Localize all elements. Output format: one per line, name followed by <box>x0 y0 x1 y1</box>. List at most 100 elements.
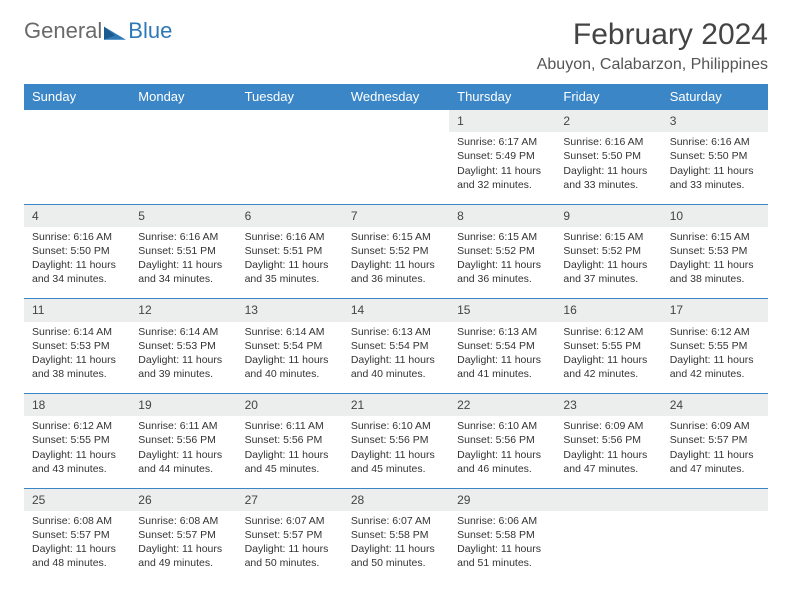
sunrise: Sunrise: 6:13 AM <box>351 325 441 339</box>
sunset: Sunset: 5:53 PM <box>32 339 122 353</box>
sunset: Sunset: 5:56 PM <box>138 433 228 447</box>
day-detail: Sunrise: 6:07 AMSunset: 5:57 PMDaylight:… <box>237 511 343 583</box>
day-detail: Sunrise: 6:12 AMSunset: 5:55 PMDaylight:… <box>24 416 130 488</box>
day-number <box>555 488 661 511</box>
sunrise: Sunrise: 6:09 AM <box>563 419 653 433</box>
day-header: Wednesday <box>343 84 449 110</box>
sunset: Sunset: 5:56 PM <box>351 433 441 447</box>
daylight: Daylight: 11 hours and 43 minutes. <box>32 448 122 476</box>
day-number <box>24 110 130 133</box>
daylight: Daylight: 11 hours and 47 minutes. <box>563 448 653 476</box>
day-header: Thursday <box>449 84 555 110</box>
day-number: 26 <box>130 488 236 511</box>
sunrise: Sunrise: 6:14 AM <box>32 325 122 339</box>
day-number: 15 <box>449 299 555 322</box>
sunrise: Sunrise: 6:10 AM <box>351 419 441 433</box>
logo: General Blue <box>24 18 172 44</box>
day-number-row: 2526272829 <box>24 488 768 511</box>
sunrise: Sunrise: 6:14 AM <box>138 325 228 339</box>
day-detail-row: Sunrise: 6:14 AMSunset: 5:53 PMDaylight:… <box>24 322 768 394</box>
daylight: Daylight: 11 hours and 45 minutes. <box>351 448 441 476</box>
day-number: 19 <box>130 394 236 417</box>
day-detail <box>237 132 343 204</box>
day-number: 27 <box>237 488 343 511</box>
day-detail: Sunrise: 6:09 AMSunset: 5:56 PMDaylight:… <box>555 416 661 488</box>
sunrise: Sunrise: 6:16 AM <box>138 230 228 244</box>
day-number <box>237 110 343 133</box>
daylight: Daylight: 11 hours and 45 minutes. <box>245 448 335 476</box>
day-header: Sunday <box>24 84 130 110</box>
day-number: 6 <box>237 204 343 227</box>
sunrise: Sunrise: 6:13 AM <box>457 325 547 339</box>
day-number <box>343 110 449 133</box>
day-number: 22 <box>449 394 555 417</box>
day-detail: Sunrise: 6:11 AMSunset: 5:56 PMDaylight:… <box>237 416 343 488</box>
sunset: Sunset: 5:58 PM <box>351 528 441 542</box>
title-block: February 2024 Abuyon, Calabarzon, Philip… <box>537 18 768 74</box>
sunrise: Sunrise: 6:16 AM <box>670 135 760 149</box>
day-detail: Sunrise: 6:16 AMSunset: 5:50 PMDaylight:… <box>555 132 661 204</box>
sunset: Sunset: 5:52 PM <box>351 244 441 258</box>
daylight: Daylight: 11 hours and 40 minutes. <box>245 353 335 381</box>
calendar-body: 123Sunrise: 6:17 AMSunset: 5:49 PMDaylig… <box>24 110 768 583</box>
daylight: Daylight: 11 hours and 36 minutes. <box>457 258 547 286</box>
sunrise: Sunrise: 6:07 AM <box>245 514 335 528</box>
day-number: 28 <box>343 488 449 511</box>
day-detail <box>130 132 236 204</box>
sunset: Sunset: 5:57 PM <box>138 528 228 542</box>
sunset: Sunset: 5:55 PM <box>670 339 760 353</box>
sunset: Sunset: 5:58 PM <box>457 528 547 542</box>
day-number: 25 <box>24 488 130 511</box>
sunrise: Sunrise: 6:14 AM <box>245 325 335 339</box>
sunset: Sunset: 5:52 PM <box>563 244 653 258</box>
daylight: Daylight: 11 hours and 42 minutes. <box>670 353 760 381</box>
day-number: 1 <box>449 110 555 133</box>
sunset: Sunset: 5:53 PM <box>670 244 760 258</box>
sunrise: Sunrise: 6:15 AM <box>351 230 441 244</box>
day-number: 21 <box>343 394 449 417</box>
daylight: Daylight: 11 hours and 33 minutes. <box>563 164 653 192</box>
calendar-table: Sunday Monday Tuesday Wednesday Thursday… <box>24 84 768 583</box>
sunset: Sunset: 5:55 PM <box>32 433 122 447</box>
sunrise: Sunrise: 6:08 AM <box>32 514 122 528</box>
day-detail: Sunrise: 6:15 AMSunset: 5:52 PMDaylight:… <box>555 227 661 299</box>
day-number: 5 <box>130 204 236 227</box>
day-number-row: 123 <box>24 110 768 133</box>
daylight: Daylight: 11 hours and 50 minutes. <box>351 542 441 570</box>
sunset: Sunset: 5:57 PM <box>670 433 760 447</box>
day-detail: Sunrise: 6:08 AMSunset: 5:57 PMDaylight:… <box>24 511 130 583</box>
day-detail: Sunrise: 6:11 AMSunset: 5:56 PMDaylight:… <box>130 416 236 488</box>
day-detail: Sunrise: 6:15 AMSunset: 5:53 PMDaylight:… <box>662 227 768 299</box>
day-detail <box>343 132 449 204</box>
sunrise: Sunrise: 6:17 AM <box>457 135 547 149</box>
day-detail: Sunrise: 6:14 AMSunset: 5:54 PMDaylight:… <box>237 322 343 394</box>
day-detail: Sunrise: 6:13 AMSunset: 5:54 PMDaylight:… <box>343 322 449 394</box>
daylight: Daylight: 11 hours and 33 minutes. <box>670 164 760 192</box>
day-number: 20 <box>237 394 343 417</box>
daylight: Daylight: 11 hours and 51 minutes. <box>457 542 547 570</box>
daylight: Daylight: 11 hours and 35 minutes. <box>245 258 335 286</box>
header: General Blue February 2024 Abuyon, Calab… <box>24 18 768 74</box>
day-detail: Sunrise: 6:15 AMSunset: 5:52 PMDaylight:… <box>449 227 555 299</box>
day-header: Saturday <box>662 84 768 110</box>
sunrise: Sunrise: 6:08 AM <box>138 514 228 528</box>
sunset: Sunset: 5:49 PM <box>457 149 547 163</box>
sunset: Sunset: 5:54 PM <box>245 339 335 353</box>
daylight: Daylight: 11 hours and 40 minutes. <box>351 353 441 381</box>
day-detail-row: Sunrise: 6:17 AMSunset: 5:49 PM Daylight:… <box>24 132 768 204</box>
sunset: Sunset: 5:50 PM <box>670 149 760 163</box>
sunrise: Sunrise: 6:06 AM <box>457 514 547 528</box>
sunset: Sunset: 5:52 PM <box>457 244 547 258</box>
day-number: 23 <box>555 394 661 417</box>
sunset: Sunset: 5:54 PM <box>351 339 441 353</box>
sunrise: Sunrise: 6:12 AM <box>32 419 122 433</box>
daylight: Daylight: 11 hours and 36 minutes. <box>351 258 441 286</box>
sunset: Sunset: 5:50 PM <box>563 149 653 163</box>
day-number-row: 18192021222324 <box>24 394 768 417</box>
daylight: Daylight: 11 hours and 38 minutes. <box>670 258 760 286</box>
sunset: Sunset: 5:55 PM <box>563 339 653 353</box>
month-title: February 2024 <box>537 18 768 52</box>
sunset: Sunset: 5:54 PM <box>457 339 547 353</box>
daylight: Daylight: 11 hours and 49 minutes. <box>138 542 228 570</box>
sunrise: Sunrise: 6:16 AM <box>32 230 122 244</box>
